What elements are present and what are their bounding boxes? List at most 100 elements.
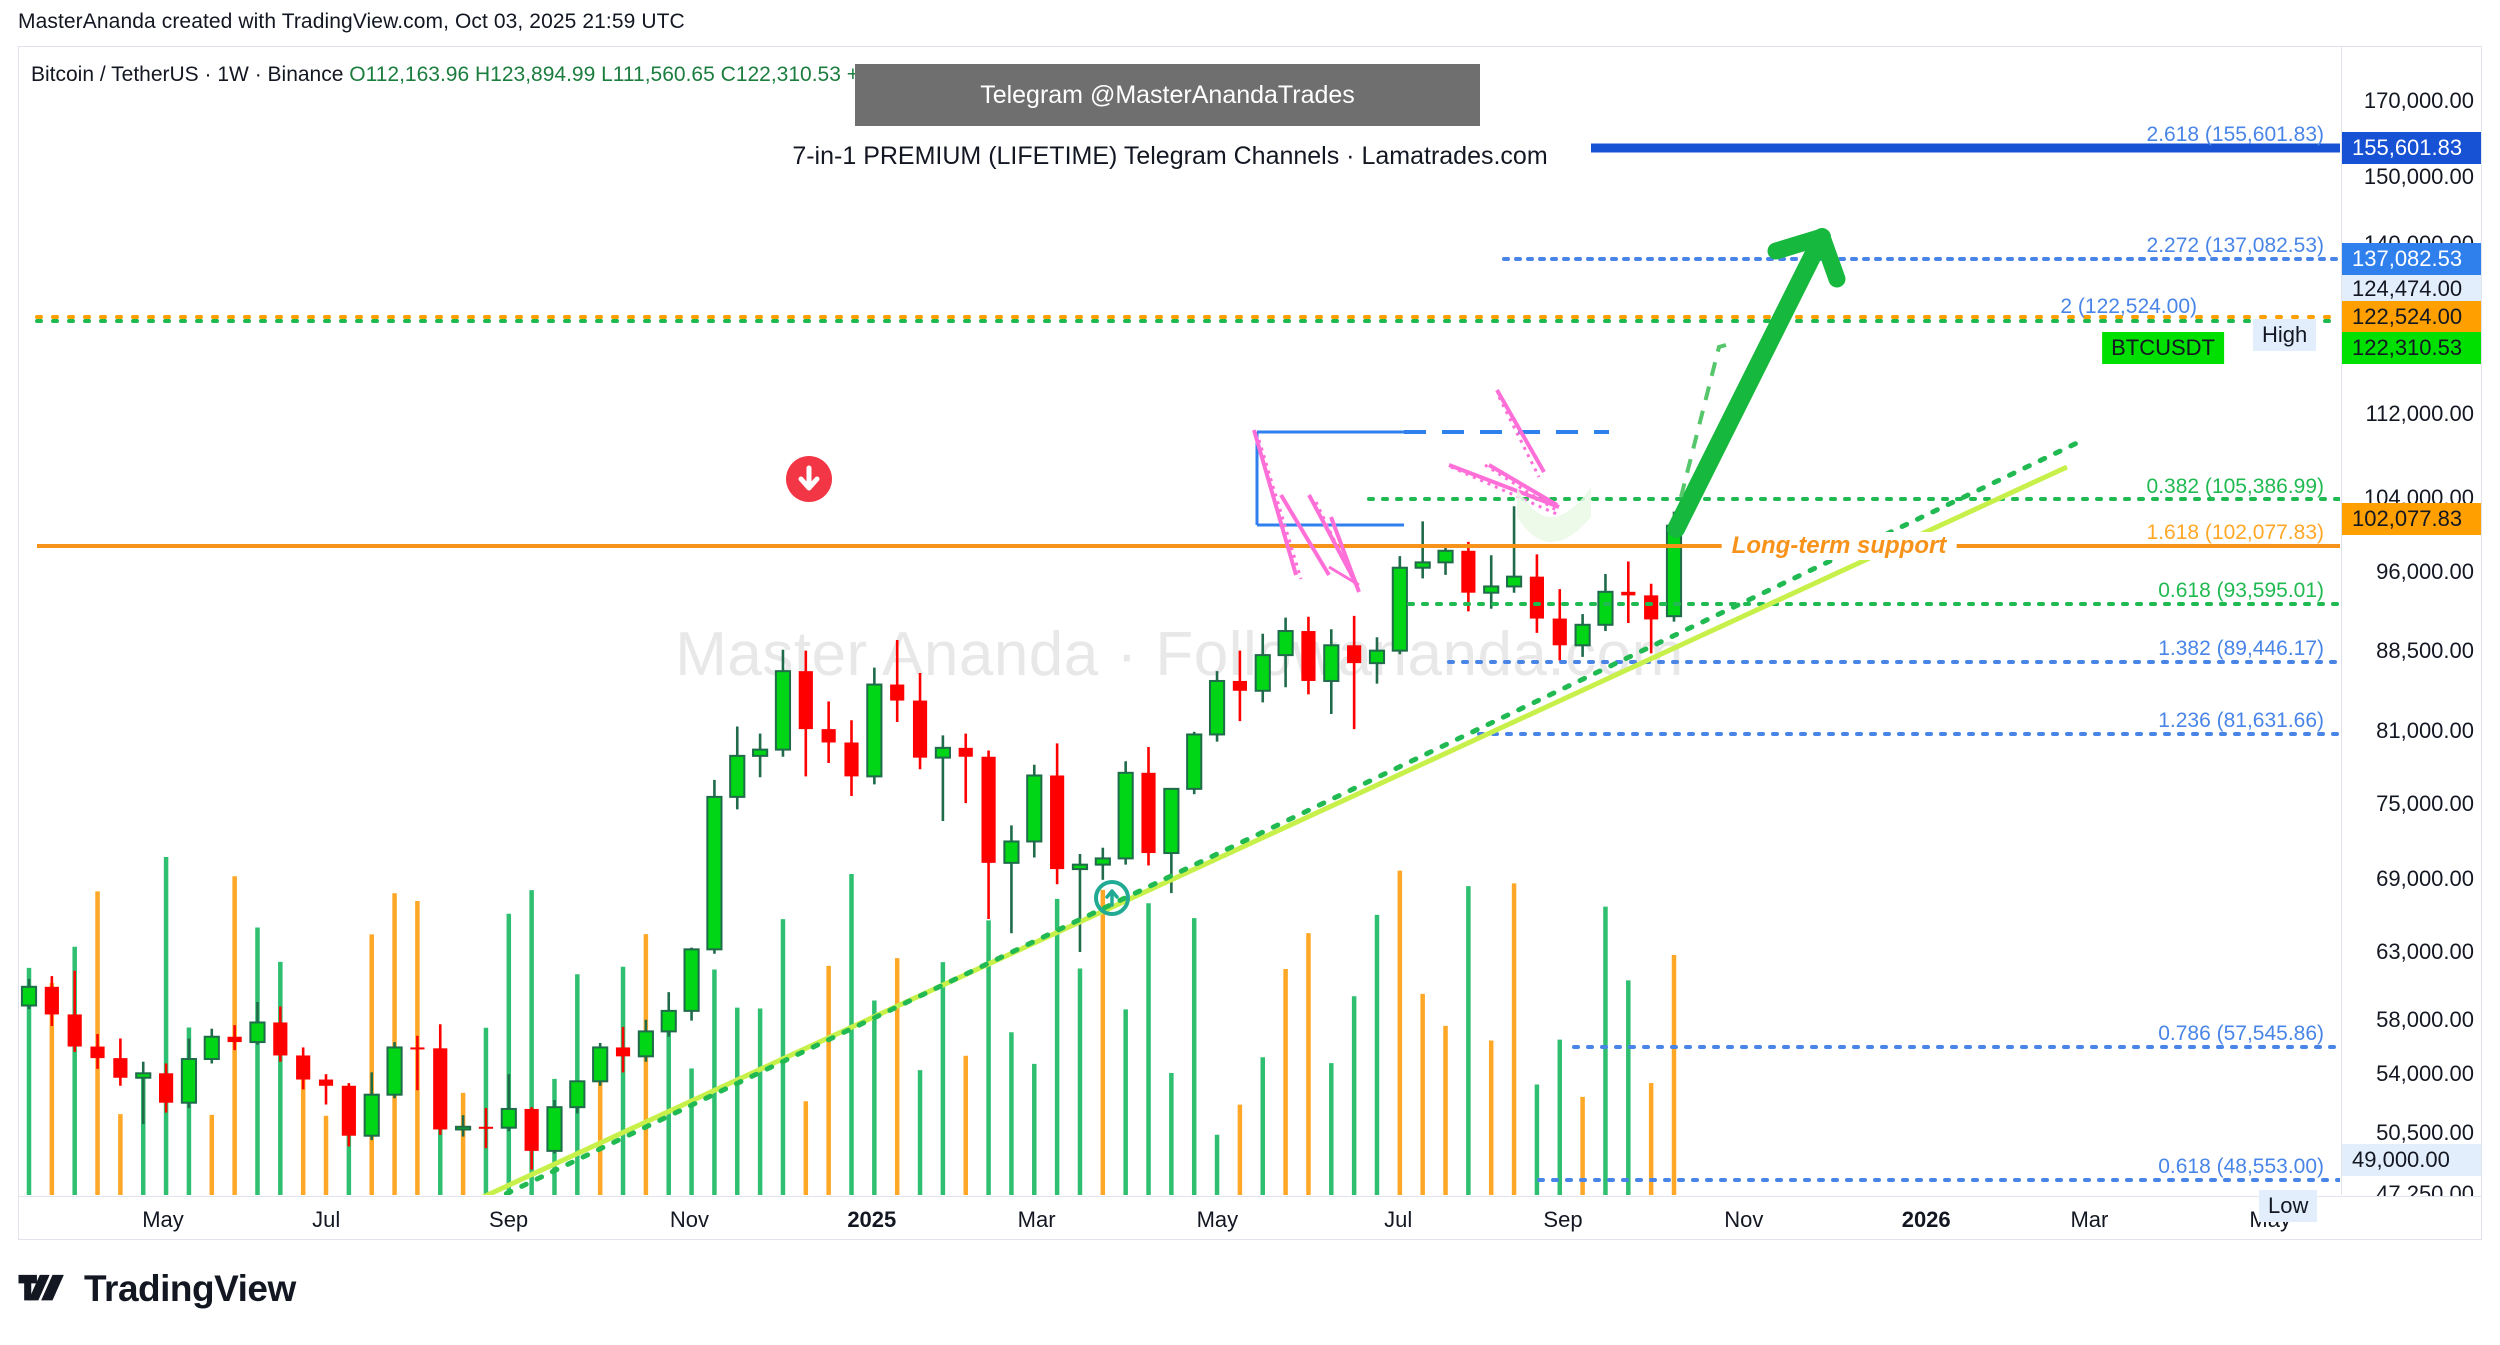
candle-down: [90, 1046, 105, 1059]
candle-down: [1621, 591, 1636, 596]
candle-up: [180, 1058, 198, 1104]
price-tick: 96,000.00: [2376, 559, 2474, 584]
candle-down: [113, 1058, 128, 1078]
fib-label-2272: 2.272 (137,082.53): [2146, 234, 2324, 257]
candle-up: [203, 1035, 220, 1061]
candlestick-bars: [20, 506, 1683, 1170]
legend-high-label: H: [474, 63, 491, 86]
tradingview-wordmark: TradingView: [84, 1268, 296, 1309]
price-level-badge[interactable]: 122,310.53: [2342, 332, 2481, 364]
cup-shading: [1517, 487, 1591, 542]
price-tick: 150,000.00: [2363, 164, 2474, 189]
legend-close-label: C: [720, 63, 736, 86]
fib-label-1618: 1.618 (102,077.83): [2146, 521, 2324, 544]
candle-down: [524, 1108, 539, 1151]
time-tick-label: May: [142, 1207, 184, 1232]
buy-marker-arrow-up-icon: [1094, 880, 1130, 916]
candle-up: [774, 670, 792, 751]
sell-marker-arrow-down-icon: [786, 456, 832, 502]
candle-down: [981, 756, 996, 863]
candle-down: [273, 1022, 288, 1056]
candle-up: [592, 1046, 609, 1083]
fib-label-2000: 2 (122,524.00): [2060, 295, 2197, 318]
candle-down: [433, 1048, 448, 1130]
pattern-pink-right: [1448, 389, 1560, 517]
legend-low-value: 111,560.65: [612, 63, 715, 86]
price-tick: 69,000.00: [2376, 866, 2474, 891]
time-tick-label: Jul: [312, 1207, 341, 1232]
candle-up: [1071, 863, 1089, 871]
candle-up: [752, 748, 769, 757]
candle-up: [569, 1080, 586, 1109]
candle-up: [1003, 840, 1020, 864]
price-tick: 81,000.00: [2376, 718, 2474, 743]
candle-down: [159, 1073, 174, 1103]
candle-up: [1208, 679, 1226, 736]
price-tick: 54,000.00: [2376, 1061, 2474, 1086]
telegram-promo-text: Telegram @MasterAnandaTrades: [980, 80, 1355, 109]
telegram-promo-banner: Telegram @MasterAnandaTrades: [855, 64, 1480, 126]
candle-down: [410, 1047, 425, 1050]
price-tick: 75,000.00: [2376, 791, 2474, 816]
small-dashed-projection: [1679, 343, 1727, 498]
price-tick: 88,500.00: [2376, 638, 2474, 663]
candle-up: [637, 1030, 654, 1058]
candle-up: [1414, 561, 1431, 569]
fib-label-0382: 0.382 (105,386.99): [2146, 475, 2324, 498]
candle-up: [729, 754, 746, 798]
time-tick-label: Sep: [489, 1207, 529, 1232]
legend-close-value: 122,310.53: [735, 63, 841, 86]
fib-label-2618: 2.618 (155,601.83): [2146, 123, 2324, 146]
candle-up: [1026, 774, 1043, 843]
price-tick: 63,000.00: [2376, 939, 2474, 964]
candle-down: [318, 1079, 334, 1086]
candle-up: [1323, 644, 1340, 682]
legend-open-label: O: [349, 63, 366, 86]
price-tick-highlight: 49,000.00: [2342, 1144, 2481, 1176]
btcusdt-price-tag: BTCUSDT: [2102, 332, 2224, 364]
candle-down: [844, 742, 859, 777]
candle-down: [44, 986, 59, 1015]
time-axis[interactable]: MayJulSepNov2025MarMayJulSepNov2026MarMa…: [19, 1196, 2481, 1239]
candle-up: [1368, 649, 1386, 665]
price-level-badge[interactable]: 122,524.00: [2342, 301, 2481, 333]
candle-down: [1050, 775, 1065, 870]
candle-down: [1644, 595, 1659, 620]
candle-up: [1277, 630, 1294, 657]
price-tick: 170,000.00: [2363, 88, 2474, 113]
tradingview-logo-icon: [18, 1274, 64, 1301]
swing-low-tag: Low: [2259, 1190, 2318, 1222]
candle-up: [1117, 771, 1134, 860]
candle-down: [296, 1055, 311, 1080]
price-level-badge[interactable]: 102,077.83: [2342, 503, 2481, 535]
candle-up: [455, 1125, 472, 1131]
fib-label-1382: 1.382 (89,446.17): [2158, 637, 2324, 660]
price-series-layer: [20, 506, 1683, 1195]
time-tick-label: May: [1196, 1207, 1239, 1232]
fib-label-1236: 1.236 (81,631.66): [2158, 709, 2324, 732]
chart-frame: Master Ananda · Followananda.com Bitcoin…: [18, 46, 2482, 1240]
candle-up: [1094, 857, 1111, 866]
candle-up: [1186, 733, 1203, 790]
price-level-badge[interactable]: 155,601.83: [2342, 132, 2481, 164]
price-axis[interactable]: 170,000.00150,000.00140,000.00124,474.00…: [2341, 47, 2481, 1205]
time-tick-label: Jul: [1384, 1207, 1413, 1232]
price-level-badge[interactable]: 137,082.53: [2342, 243, 2481, 275]
price-tick: 112,000.00: [2365, 401, 2474, 426]
candle-down: [227, 1036, 242, 1043]
candle-up: [683, 948, 700, 1012]
candle-up: [135, 1072, 152, 1079]
price-tick-highlight: 124,474.00: [2342, 273, 2481, 305]
chart-pane[interactable]: Master Ananda · Followananda.com Bitcoin…: [19, 47, 2340, 1195]
candle-down: [821, 729, 836, 743]
legend-symbol[interactable]: Bitcoin / TetherUS · 1W · Binance: [31, 63, 344, 86]
candle-down: [1461, 550, 1476, 593]
time-tick-label: Sep: [1543, 1207, 1583, 1232]
candle-down: [798, 671, 813, 730]
candle-up: [934, 746, 951, 759]
candle-down: [1552, 618, 1567, 646]
fib-label-0618-93595: 0.618 (93,595.01): [2158, 579, 2324, 602]
candle-down: [478, 1126, 494, 1129]
tradingview-footer: TradingView: [18, 1268, 296, 1310]
premium-promo-text: 7-in-1 PREMIUM (LIFETIME) Telegram Chann…: [792, 142, 1548, 170]
